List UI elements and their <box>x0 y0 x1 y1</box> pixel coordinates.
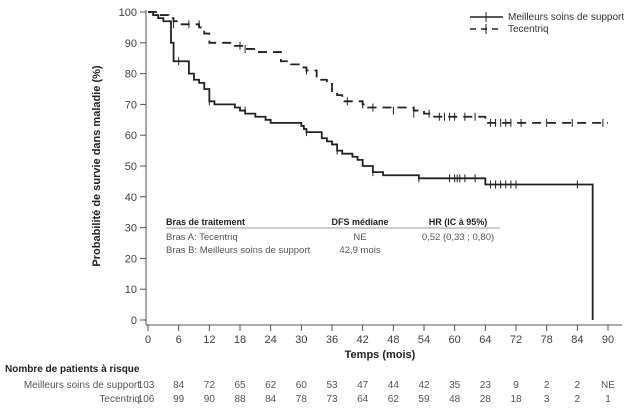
x-tick-label: 0 <box>145 334 151 346</box>
x-tick-label: 64 <box>479 334 491 346</box>
table-header-arm: Bras de traitement <box>166 217 245 227</box>
x-tick-label: 24 <box>265 334 277 346</box>
risk-value: 42 <box>418 380 430 391</box>
x-tick-label: 6 <box>176 334 182 346</box>
y-tick-label: 20 <box>125 253 137 265</box>
legend-item-tecentriq: Tecentriq <box>470 24 549 35</box>
risk-value: 62 <box>265 380 277 391</box>
x-tick-label: 42 <box>357 334 369 346</box>
x-tick-label: 18 <box>234 334 246 346</box>
risk-value: 35 <box>449 380 461 391</box>
risk-value: NE <box>601 380 615 391</box>
x-tick-label: 60 <box>449 334 461 346</box>
x-tick-label: 12 <box>203 334 215 346</box>
curve-bsc <box>148 11 594 320</box>
risk-value: 88 <box>234 394 246 405</box>
legend-label-tecentriq: Tecentriq <box>508 24 549 35</box>
risk-value: 59 <box>418 394 430 405</box>
risk-table-title: Nombre de patients à risque <box>5 364 140 375</box>
risk-value: 1 <box>605 394 611 405</box>
y-tick-label: 80 <box>125 69 137 81</box>
y-axis-title: Probabilité de survie dans maladie (%) <box>91 65 103 266</box>
curves <box>148 11 608 320</box>
y-tick-label: 60 <box>125 130 137 142</box>
risk-row-label: Tecentriq <box>99 394 140 405</box>
x-axis-title: Temps (mois) <box>345 349 416 361</box>
y-tick-label: 100 <box>119 7 137 19</box>
risk-value: 18 <box>510 394 522 405</box>
risk-value: 48 <box>449 394 461 405</box>
annotation-table: Bras de traitement DFS médiane HR (IC à … <box>166 217 500 256</box>
y-ticks: 0 10 20 30 40 50 60 70 80 90 100 <box>119 7 146 327</box>
y-tick-label: 50 <box>125 161 137 173</box>
x-tick-label: 54 <box>418 334 430 346</box>
risk-value: 3 <box>544 394 550 405</box>
risk-value: 44 <box>388 380 400 391</box>
y-tick-label: 30 <box>125 223 137 235</box>
x-tick-label: 36 <box>326 334 338 346</box>
risk-value: 65 <box>234 380 246 391</box>
risk-value: 64 <box>357 394 369 405</box>
table-cell: 42,9 mois <box>339 245 380 256</box>
y-tick-label: 10 <box>125 284 137 296</box>
risk-value: 78 <box>296 394 308 405</box>
risk-value: 9 <box>513 380 519 391</box>
x-tick-label: 78 <box>541 334 553 346</box>
risk-row-label: Meilleurs soins de support <box>24 380 140 391</box>
legend: Meilleurs soins de support Tecentriq <box>470 12 624 35</box>
risk-value: 2 <box>544 380 550 391</box>
table-cell: Bras B: Meilleurs soins de support <box>166 245 311 256</box>
risk-table: Nombre de patients à risque Meilleurs so… <box>5 364 615 405</box>
curve-tecentriq <box>148 11 608 124</box>
y-tick-label: 90 <box>125 38 137 50</box>
risk-value: 2 <box>575 380 581 391</box>
y-tick-label: 40 <box>125 192 137 204</box>
risk-value: 84 <box>173 380 185 391</box>
risk-value: 53 <box>326 380 338 391</box>
risk-value: 90 <box>204 394 216 405</box>
legend-item-bsc: Meilleurs soins de support <box>470 12 624 23</box>
x-tick-label: 84 <box>571 334 583 346</box>
risk-value: 23 <box>480 380 492 391</box>
risk-value: 73 <box>326 394 338 405</box>
table-cell: Bras A: Tecentriq <box>166 232 238 243</box>
risk-value: 103 <box>138 380 155 391</box>
risk-value: 72 <box>204 380 216 391</box>
x-tick-label: 90 <box>602 334 614 346</box>
risk-value: 2 <box>575 394 581 405</box>
risk-value: 106 <box>138 394 155 405</box>
table-cell: NE <box>353 232 366 243</box>
axes <box>145 10 622 326</box>
x-ticks: 0 6 12 18 24 30 36 42 48 54 60 64 72 78 84 90 <box>145 325 614 346</box>
y-tick-label: 0 <box>131 315 137 327</box>
table-header-dfs: DFS médiane <box>331 217 388 227</box>
x-tick-label: 30 <box>295 334 307 346</box>
x-tick-label: 72 <box>510 334 522 346</box>
table-header-hr: HR (IC à 95%) <box>429 217 488 227</box>
risk-value: 62 <box>388 394 400 405</box>
risk-value: 60 <box>296 380 308 391</box>
x-tick-label: 48 <box>387 334 399 346</box>
risk-value: 99 <box>173 394 185 405</box>
risk-value: 84 <box>265 394 277 405</box>
table-cell: 0,52 (0,33 ; 0,80) <box>422 232 494 243</box>
risk-value: 28 <box>480 394 492 405</box>
risk-value: 47 <box>357 380 369 391</box>
legend-label-bsc: Meilleurs soins de support <box>508 12 624 23</box>
y-tick-label: 70 <box>125 99 137 111</box>
